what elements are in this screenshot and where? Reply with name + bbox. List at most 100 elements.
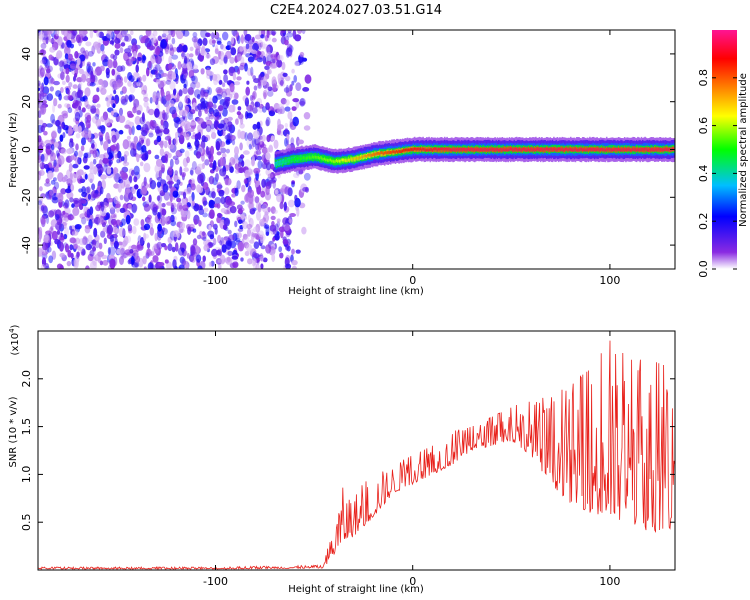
spectrogram-cell <box>209 128 216 133</box>
spectrogram-cell <box>247 56 255 63</box>
spectrogram-cell <box>297 157 300 160</box>
spectrogram-cell <box>244 236 250 243</box>
spectrogram-cell <box>207 87 212 96</box>
spectrogram-cell <box>173 173 179 182</box>
spectrogram-cell <box>400 150 403 153</box>
spectrogram-cell <box>135 64 139 73</box>
spectrogram-cell <box>554 147 556 151</box>
spectrogram-cell <box>94 216 101 225</box>
spectrogram-cell <box>523 147 525 151</box>
spectrogram-cell <box>201 135 206 143</box>
spectrogram-cell <box>343 158 345 162</box>
spectrogram-cell <box>141 145 147 153</box>
spectrogram-cell <box>106 99 111 108</box>
snr-y-ticks: 0.51.01.52.0 <box>20 370 675 531</box>
spectrogram-cell <box>169 106 177 115</box>
spectrogram-cell <box>228 162 232 169</box>
spectrogram-cell <box>598 148 601 152</box>
spectrogram-cell <box>238 219 243 224</box>
spectrogram-cell <box>290 159 292 163</box>
spectrogram-cell <box>67 107 73 114</box>
spectrogram-cell <box>46 215 49 225</box>
spectrogram-cell <box>213 223 218 230</box>
spectrogram-cell <box>579 148 582 151</box>
spectrogram-cell <box>155 93 161 99</box>
spectrogram-cell <box>119 107 123 116</box>
spectrogram-cell <box>162 109 166 120</box>
spectrogram-cell <box>100 44 105 52</box>
spectrogram-cell <box>292 98 299 103</box>
spectrogram-cell <box>191 161 197 170</box>
spectrogram-cell <box>237 35 241 44</box>
spectrogram-cell <box>132 225 137 235</box>
spectrogram-cell <box>231 255 239 260</box>
spectrogram-cell <box>208 261 212 267</box>
spectrogram-cell <box>133 175 138 182</box>
spectrogram-cell <box>219 58 224 65</box>
spectrogram-cell <box>451 148 453 152</box>
spectrogram-cell <box>156 135 162 143</box>
spectrogram-cell <box>246 80 250 85</box>
spectrogram-cell <box>158 217 163 224</box>
spectrogram-cell <box>72 197 80 203</box>
spectrogram-cell <box>298 156 301 160</box>
spectrogram-cell <box>114 154 118 159</box>
spectrogram-cell <box>446 147 448 151</box>
spectrogram-cell <box>67 30 73 34</box>
spectrogram-cell <box>143 266 147 269</box>
spectrogram-cell <box>66 260 72 267</box>
spectrogram-cell <box>84 225 91 234</box>
spectrogram-cell <box>113 195 119 205</box>
spectrogram-cell <box>181 52 186 58</box>
spectrogram-cell <box>620 148 622 152</box>
spectrogram-cell <box>113 89 117 95</box>
spectrogram-cell <box>141 89 147 95</box>
spectrogram-cell <box>177 247 185 256</box>
y-tick-label: 2.0 <box>20 370 33 388</box>
spectrogram-cell <box>419 147 422 151</box>
spectrogram-cell <box>75 132 81 139</box>
spectrogram-cell <box>200 89 205 99</box>
spectrogram-cell <box>111 134 117 143</box>
y-tick-label: 0.5 <box>20 513 33 531</box>
spectrogram-cell <box>258 230 264 238</box>
spectrogram-ylabel: Frequency (Hz) <box>8 112 19 188</box>
spectrogram-cell <box>171 246 176 253</box>
spectrogram-cell <box>188 195 193 204</box>
spectrogram-cell <box>112 59 118 69</box>
spectrogram-cell <box>397 150 399 154</box>
spectrogram-cell <box>220 147 227 154</box>
spectrogram-cell <box>256 50 261 59</box>
spectrogram-cell <box>650 148 652 152</box>
spectrogram-cell <box>257 39 264 48</box>
spectrogram-cell <box>603 148 606 152</box>
spectrogram-cell <box>92 238 96 248</box>
spectrogram-cell <box>247 228 251 237</box>
spectrogram-cell <box>54 214 60 221</box>
spectrogram-cell <box>605 148 608 152</box>
snr-xlabel: Height of straight line (km) <box>288 584 424 595</box>
spectrogram-cell <box>140 219 145 227</box>
spectrogram-cell <box>40 59 47 65</box>
spectrogram-cell <box>176 31 184 40</box>
spectrogram-cell <box>75 156 80 166</box>
spectrogram-cell <box>87 193 92 200</box>
spectrogram-cell <box>132 148 137 157</box>
spectrogram-cell <box>238 161 242 168</box>
spectrogram-cell <box>319 156 321 160</box>
spectrogram-cell <box>61 221 67 230</box>
spectrogram-cell <box>418 147 421 151</box>
spectrogram-cell <box>189 121 197 126</box>
spectrogram-cell <box>302 87 310 92</box>
spectrogram-cell <box>260 34 264 39</box>
spectrogram-cell <box>251 158 255 167</box>
spectrogram-cell <box>172 155 179 160</box>
spectrogram-cell <box>76 89 83 99</box>
spectrogram-cell <box>127 259 132 265</box>
spectrogram-cell <box>98 78 104 85</box>
spectrogram-cell <box>82 30 88 35</box>
spectrogram-cell <box>115 228 120 234</box>
spectrogram-cell <box>357 157 360 161</box>
spectrogram-cell <box>200 46 206 55</box>
spectrogram-cell <box>282 239 289 245</box>
